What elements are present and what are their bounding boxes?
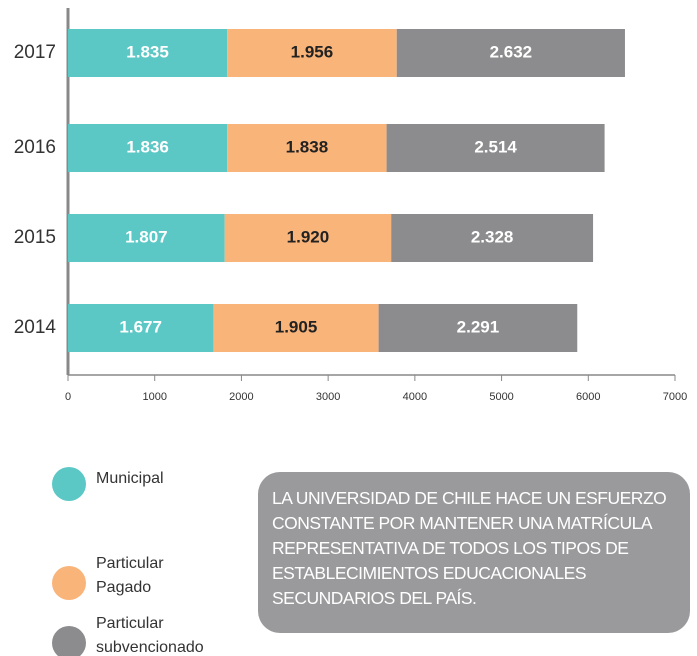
value-label: 1.838 [286, 137, 329, 156]
y-tick-label: 2015 [14, 227, 56, 248]
legend-swatch [52, 467, 86, 501]
bar-segment [224, 214, 392, 262]
x-tick-label: 1000 [142, 391, 166, 403]
bar-segment [386, 124, 605, 172]
legend-item: Municipal [52, 467, 216, 501]
chart: 0 1000 2000 3000 4000 5000 6000 7000 2017 1.835 1.… [14, 8, 687, 403]
legend-item: Particular subvencionado [52, 612, 216, 656]
bar-segment [68, 29, 228, 77]
bar-segment [68, 304, 214, 352]
x-tick-label: 5000 [489, 391, 513, 403]
value-label: 2.632 [490, 42, 533, 61]
value-label: 2.514 [474, 137, 517, 156]
bar-segment [227, 124, 387, 172]
value-label: 2.328 [471, 227, 514, 246]
bar-segment [227, 29, 397, 77]
x-tick-label: 4000 [403, 391, 427, 403]
x-tick-label: 6000 [576, 391, 600, 403]
bar-segment [396, 29, 625, 77]
legend-item: Particular Pagado [52, 552, 216, 600]
value-label: 1.835 [126, 42, 169, 61]
value-label: 1.920 [287, 227, 330, 246]
legend-swatch [52, 566, 86, 600]
value-label: 1.807 [125, 227, 168, 246]
value-label: 1.836 [126, 137, 169, 156]
y-tick-label: 2016 [14, 137, 56, 158]
legend-swatch [52, 626, 86, 656]
value-label: 1.905 [275, 317, 318, 336]
bar-segment [68, 214, 225, 262]
value-label: 1.677 [119, 317, 162, 336]
y-tick-label: 2014 [14, 317, 57, 338]
legend-label: Municipal [96, 470, 164, 487]
value-label: 2.291 [457, 317, 500, 336]
legend-label: Particular Pagado [96, 555, 164, 596]
value-label: 1.956 [291, 42, 334, 61]
bar-segment [213, 304, 379, 352]
x-tick-label: 2000 [229, 391, 253, 403]
x-tick-label: 7000 [663, 391, 687, 403]
y-tick-label: 2017 [14, 42, 56, 63]
x-tick-label: 3000 [316, 391, 340, 403]
bar-segment [68, 124, 228, 172]
legend-label: Particular subvencionado [96, 615, 204, 656]
bar-segment [378, 304, 578, 352]
bar-segment [391, 214, 594, 262]
x-tick-label: 0 [65, 391, 71, 403]
note-box: LA UNIVERSIDAD DE CHILE HACE UN ESFUERZO… [258, 472, 690, 633]
